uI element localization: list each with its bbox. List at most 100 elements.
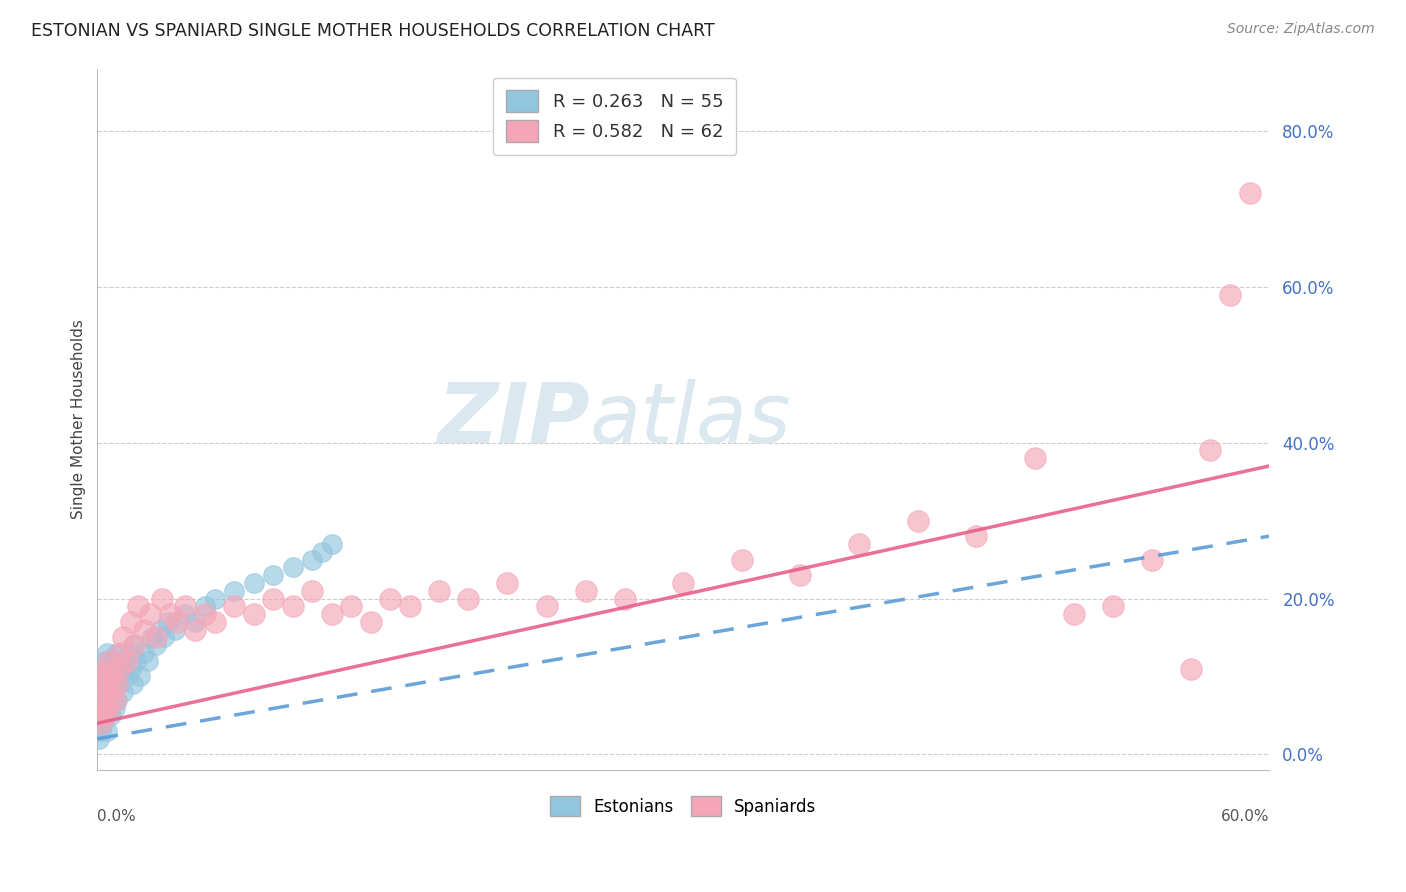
- Point: [281, 599, 304, 614]
- Point: [114, 654, 136, 668]
- Point: [108, 677, 131, 691]
- Point: [96, 693, 118, 707]
- Point: [100, 685, 122, 699]
- Point: [90, 716, 112, 731]
- Text: 60.0%: 60.0%: [1220, 808, 1270, 823]
- Point: [242, 576, 264, 591]
- Point: [1140, 552, 1163, 566]
- Point: [1024, 451, 1046, 466]
- Point: [166, 615, 188, 629]
- Point: [262, 591, 284, 606]
- Point: [94, 708, 117, 723]
- Point: [110, 662, 132, 676]
- Point: [94, 708, 117, 723]
- Point: [222, 583, 245, 598]
- Point: [141, 631, 163, 645]
- Point: [120, 615, 142, 629]
- Point: [262, 568, 284, 582]
- Point: [121, 677, 143, 691]
- Point: [98, 662, 121, 676]
- Point: [194, 599, 217, 614]
- Point: [94, 677, 117, 691]
- Point: [96, 662, 118, 676]
- Point: [134, 646, 156, 660]
- Point: [115, 654, 138, 668]
- Point: [89, 708, 111, 723]
- Point: [139, 607, 162, 621]
- Point: [105, 693, 128, 707]
- Point: [145, 631, 167, 645]
- Point: [311, 545, 333, 559]
- Point: [91, 662, 114, 676]
- Point: [91, 700, 114, 714]
- Point: [98, 693, 121, 707]
- Point: [96, 646, 118, 660]
- Point: [242, 607, 264, 621]
- Point: [105, 646, 128, 660]
- Point: [145, 638, 167, 652]
- Point: [91, 669, 114, 683]
- Point: [96, 677, 118, 691]
- Point: [129, 669, 152, 683]
- Point: [111, 631, 134, 645]
- Point: [204, 591, 226, 606]
- Point: [120, 662, 142, 676]
- Point: [101, 654, 124, 668]
- Point: [281, 560, 304, 574]
- Text: Source: ZipAtlas.com: Source: ZipAtlas.com: [1227, 22, 1375, 37]
- Point: [104, 693, 127, 707]
- Point: [90, 685, 112, 699]
- Point: [101, 685, 124, 699]
- Point: [90, 669, 112, 683]
- Point: [91, 693, 114, 707]
- Legend: Estonians, Spaniards: Estonians, Spaniards: [541, 788, 824, 825]
- Point: [174, 599, 197, 614]
- Point: [105, 677, 128, 691]
- Point: [1219, 287, 1241, 301]
- Y-axis label: Single Mother Households: Single Mother Households: [72, 319, 86, 519]
- Point: [321, 537, 343, 551]
- Point: [149, 623, 172, 637]
- Point: [222, 599, 245, 614]
- Point: [1239, 186, 1261, 201]
- Point: [125, 654, 148, 668]
- Point: [91, 716, 114, 731]
- Point: [1180, 662, 1202, 676]
- Point: [100, 677, 122, 691]
- Point: [1101, 599, 1123, 614]
- Point: [184, 623, 207, 637]
- Text: atlas: atlas: [589, 379, 792, 459]
- Point: [496, 576, 519, 591]
- Point: [94, 654, 117, 668]
- Point: [1199, 443, 1222, 458]
- Point: [89, 731, 111, 746]
- Point: [101, 669, 124, 683]
- Point: [100, 708, 122, 723]
- Point: [152, 631, 174, 645]
- Point: [124, 638, 146, 652]
- Point: [965, 529, 987, 543]
- Point: [115, 669, 138, 683]
- Point: [360, 615, 382, 629]
- Point: [136, 654, 159, 668]
- Point: [301, 583, 323, 598]
- Point: [165, 623, 187, 637]
- Point: [398, 599, 420, 614]
- Point: [108, 662, 131, 676]
- Point: [110, 646, 132, 660]
- Point: [613, 591, 636, 606]
- Point: [457, 591, 479, 606]
- Point: [104, 669, 127, 683]
- Point: [111, 685, 134, 699]
- Point: [1063, 607, 1085, 621]
- Point: [117, 646, 139, 660]
- Point: [96, 700, 118, 714]
- Point: [907, 514, 929, 528]
- Point: [204, 615, 226, 629]
- Point: [156, 615, 179, 629]
- Point: [340, 599, 363, 614]
- Point: [672, 576, 695, 591]
- Point: [90, 700, 112, 714]
- Point: [848, 537, 870, 551]
- Point: [104, 700, 127, 714]
